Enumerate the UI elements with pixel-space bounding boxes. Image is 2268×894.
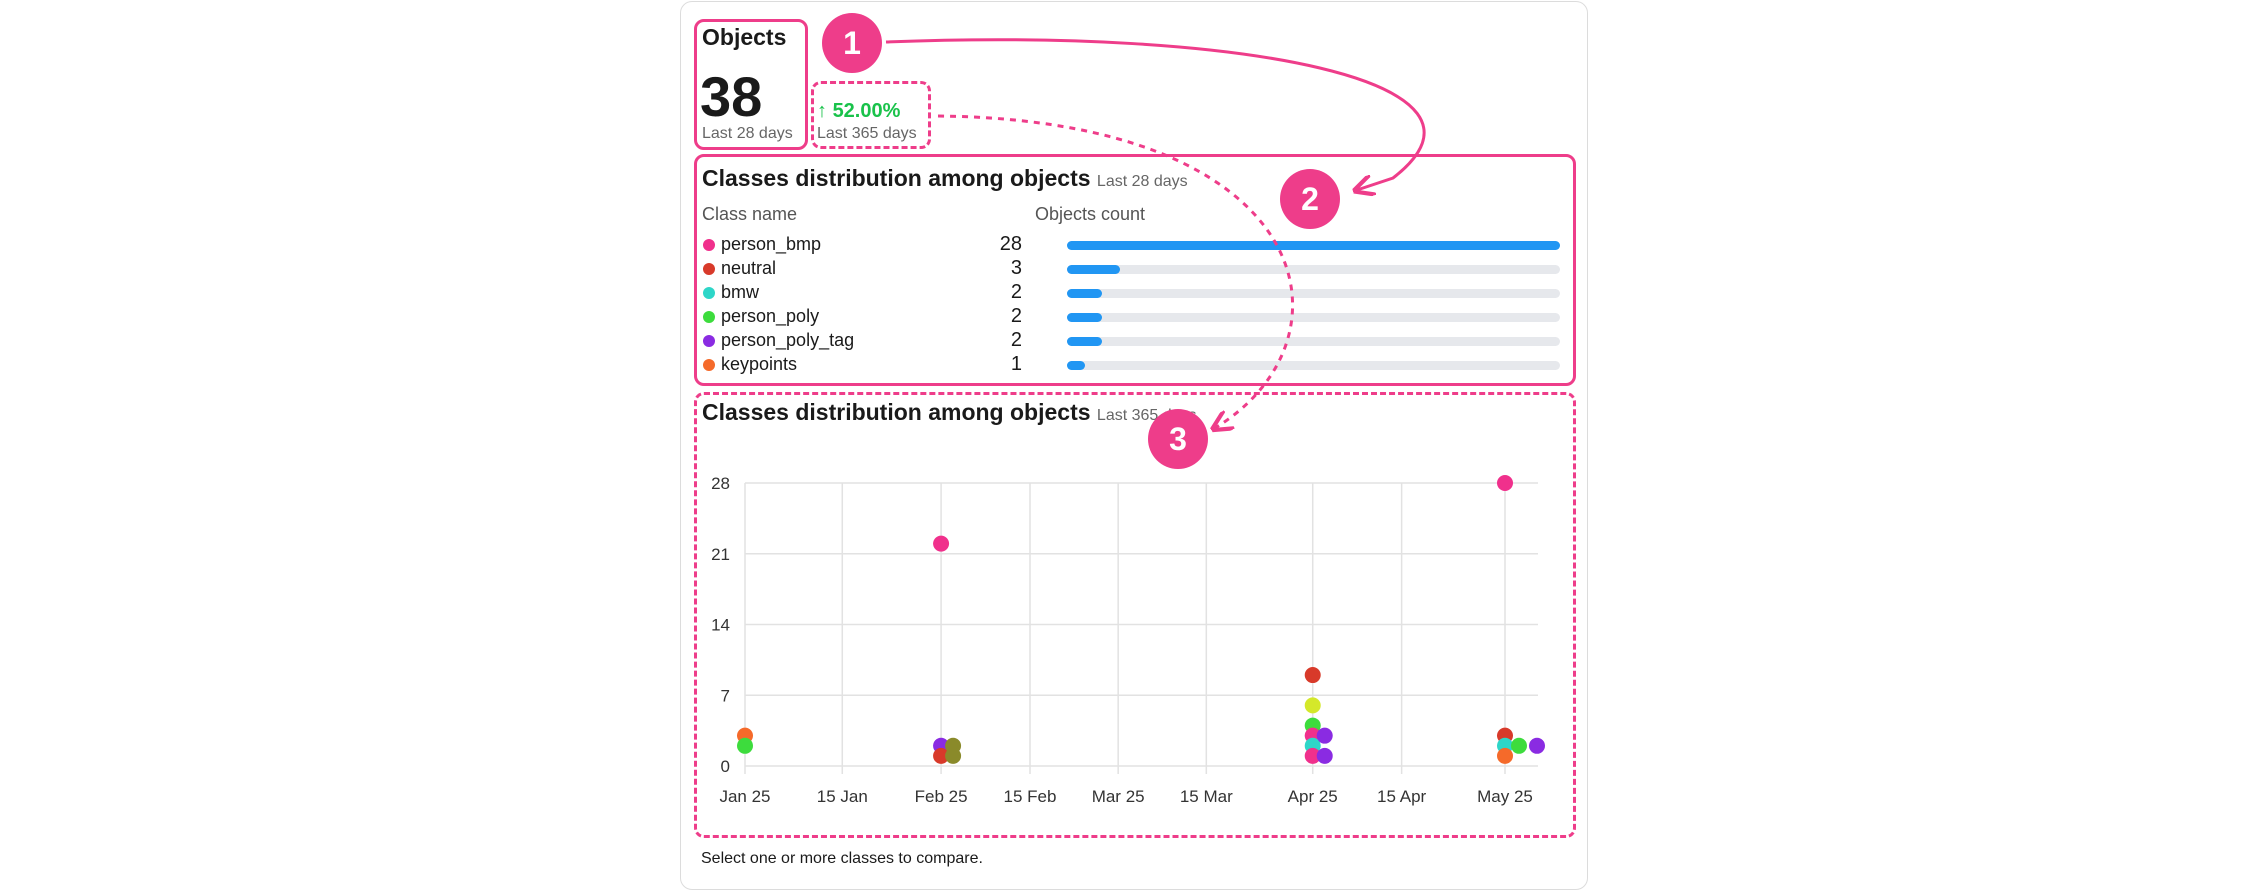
class-bar-track	[1067, 361, 1560, 370]
arrow-up-icon: ↑	[817, 100, 827, 122]
data-point	[1316, 747, 1333, 764]
class-color-dot	[703, 239, 715, 251]
class-name: bmw	[721, 282, 760, 302]
class-bar-fill	[1067, 361, 1085, 370]
data-point	[1304, 747, 1321, 764]
x-tick-label: 15 Jan	[817, 787, 868, 806]
data-point	[1511, 737, 1527, 754]
change-percent: ↑ 52.00%	[817, 100, 900, 123]
x-tick-label: 15 Apr	[1377, 787, 1426, 806]
class-color-dot	[703, 311, 715, 323]
class-color-dot	[703, 263, 715, 275]
distribution-period: Last 28 days	[1096, 173, 1188, 190]
x-tick-label: 15 Mar	[1180, 787, 1233, 806]
data-point	[1497, 475, 1513, 491]
change-period: Last 365 days	[817, 125, 917, 142]
class-name-header: Class name	[702, 204, 798, 224]
class-count: 1	[1010, 353, 1022, 375]
annotation-badge-1: 1	[822, 13, 882, 73]
data-point	[1316, 727, 1333, 744]
class-color-dot	[703, 287, 715, 299]
timeline-title: Classes distribution among objects Last …	[702, 399, 1197, 426]
class-bar-fill	[1067, 289, 1103, 298]
class-count: 28	[999, 233, 1022, 255]
class-name: person_bmp	[721, 234, 822, 254]
class-count: 2	[1010, 329, 1022, 351]
class-bar-track	[1067, 313, 1560, 322]
class-color-dot	[703, 359, 715, 371]
x-tick-label: Apr 25	[1288, 787, 1338, 806]
y-tick-label: 21	[711, 545, 730, 564]
class-name: person_poly	[721, 306, 820, 326]
distribution-title-text: Classes distribution among objects	[702, 165, 1091, 191]
data-point	[933, 747, 950, 764]
y-tick-label: 14	[711, 616, 730, 635]
timeline-scatter-chart: 0 7 14 21 28 Jan 25 15 Jan Feb 25 15 Feb Mar 25 15…	[711, 474, 1545, 806]
class-name: neutral	[721, 258, 777, 278]
data-point	[737, 737, 753, 754]
class-bar-track	[1067, 289, 1560, 298]
y-tick-label: 28	[711, 474, 730, 493]
class-row[interactable]: person_poly_tag 2	[700, 329, 1560, 352]
class-row[interactable]: person_poly 2	[700, 305, 1560, 328]
x-tick-label: 15 Feb	[1004, 787, 1057, 806]
objects-period: Last 28 days	[702, 125, 793, 142]
x-tick-label: Jan 25	[719, 787, 770, 806]
annotation-badge-3: 3	[1148, 409, 1208, 469]
class-bar-track	[1067, 265, 1560, 274]
data-point	[1529, 737, 1545, 754]
class-count: 2	[1010, 281, 1022, 303]
class-count: 3	[1010, 257, 1022, 279]
x-tick-label: Feb 25	[915, 787, 968, 806]
data-point	[945, 747, 962, 764]
class-bar-fill	[1067, 265, 1120, 274]
class-bar-fill	[1067, 337, 1103, 346]
objects-highlight	[694, 19, 808, 150]
data-point	[1497, 747, 1513, 764]
class-row[interactable]: neutral 3	[700, 257, 1560, 280]
class-count: 2	[1010, 305, 1022, 327]
distribution-title: Classes distribution among objects Last …	[702, 165, 1188, 192]
data-point	[1304, 667, 1321, 684]
objects-count-header: Objects count	[1035, 204, 1146, 224]
objects-title: Objects	[702, 24, 787, 50]
class-bar-track	[1067, 241, 1560, 250]
objects-count: 38	[700, 65, 763, 128]
class-name: keypoints	[721, 354, 798, 374]
timeline-title-text: Classes distribution among objects	[702, 399, 1091, 425]
data-point	[1304, 697, 1321, 714]
class-row[interactable]: keypoints 1	[700, 353, 1560, 376]
class-name: person_poly_tag	[721, 330, 855, 350]
class-bar-fill	[1067, 241, 1560, 250]
annotation-badge-2: 2	[1280, 169, 1340, 229]
y-tick-label: 0	[721, 757, 730, 776]
class-bar-track	[1067, 337, 1560, 346]
compare-hint: Select one or more classes to compare.	[701, 850, 983, 867]
data-point	[933, 535, 950, 552]
class-row[interactable]: bmw 2	[700, 281, 1560, 304]
class-bar-fill	[1067, 313, 1103, 322]
x-tick-label: May 25	[1477, 787, 1533, 806]
class-color-dot	[703, 335, 715, 347]
y-tick-label: 7	[721, 686, 730, 705]
change-value: 52.00%	[832, 100, 901, 122]
class-row[interactable]: person_bmp 28	[700, 233, 1560, 256]
x-tick-label: Mar 25	[1092, 787, 1145, 806]
